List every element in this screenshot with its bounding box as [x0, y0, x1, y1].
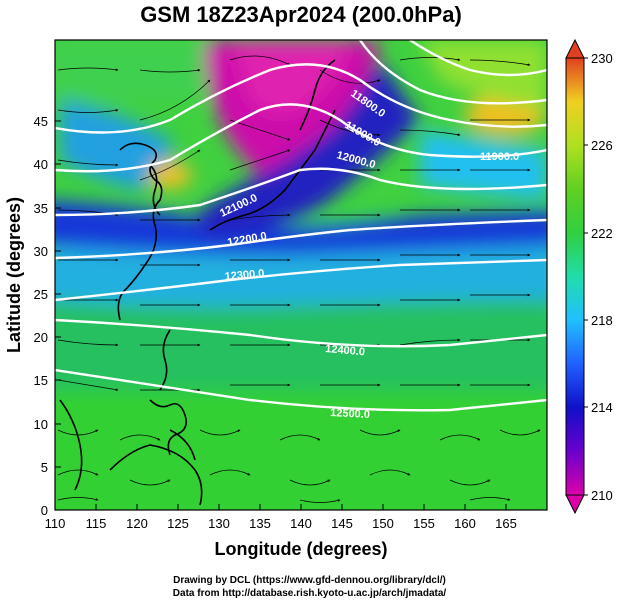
y-axis-title: Latitude (degrees) [4, 197, 24, 353]
y-tick-label: 40 [34, 157, 48, 172]
colorbar: 230 226 222 218 214 210 [565, 38, 613, 515]
height-contours [55, 40, 547, 412]
contour-label: 12300.0 [224, 268, 265, 283]
x-tick-label: 150 [372, 516, 394, 531]
y-tick-label: 15 [34, 373, 48, 388]
x-tick-label: 165 [495, 516, 517, 531]
x-tick-label: 160 [454, 516, 476, 531]
x-tick-label: 155 [413, 516, 435, 531]
colorbar-tick-label: 222 [591, 226, 613, 241]
colorbar-tick-label: 226 [591, 138, 613, 153]
x-tick-label: 120 [126, 516, 148, 531]
x-tick-label: 130 [208, 516, 230, 531]
colorbar-tick-label: 214 [591, 400, 613, 415]
y-tick-label: 0 [41, 503, 48, 518]
colorbar-tick-label: 230 [591, 51, 613, 66]
x-tick-label: 110 [45, 516, 66, 531]
y-tick-label: 45 [34, 114, 48, 129]
plot-area [55, 40, 547, 510]
x-tick-label: 115 [86, 516, 107, 531]
y-tick-label: 20 [34, 330, 48, 345]
chart-title: GSM 18Z23Apr2024 (200.0hPa) [140, 2, 462, 27]
colorbar-tick-label: 210 [591, 488, 613, 503]
x-axis-title: Longitude (degrees) [214, 539, 387, 559]
colorbar-max-arrow [565, 38, 585, 59]
contour-label: 12500.0 [330, 407, 370, 421]
x-tick-label: 140 [290, 516, 312, 531]
colorbar-tick-label: 218 [591, 313, 613, 328]
tick-marks [54, 120, 507, 511]
y-tick-label: 10 [34, 417, 48, 432]
x-tick-label: 135 [249, 516, 271, 531]
y-tick-label: 35 [34, 201, 48, 216]
y-tick-label: 30 [34, 244, 48, 259]
coastline [59, 59, 336, 506]
contour-label: 12400.0 [325, 343, 366, 358]
credit-drawing: Drawing by DCL (https://www.gfd-dennou.o… [173, 575, 446, 586]
x-tick-labels: 110 115 120 125 130 135 140 145 150 155 … [45, 516, 517, 531]
x-tick-label: 145 [331, 516, 353, 531]
y-tick-label: 25 [34, 287, 48, 302]
y-tick-labels: 0 5 10 15 20 25 30 35 40 45 [34, 114, 48, 518]
colorbar-min-arrow [565, 494, 585, 515]
credit-data: Data from http://database.rish.kyoto-u.a… [172, 588, 447, 599]
contour-label: 11900.0 [480, 151, 519, 163]
y-tick-label: 5 [41, 460, 48, 475]
x-tick-label: 125 [167, 516, 189, 531]
